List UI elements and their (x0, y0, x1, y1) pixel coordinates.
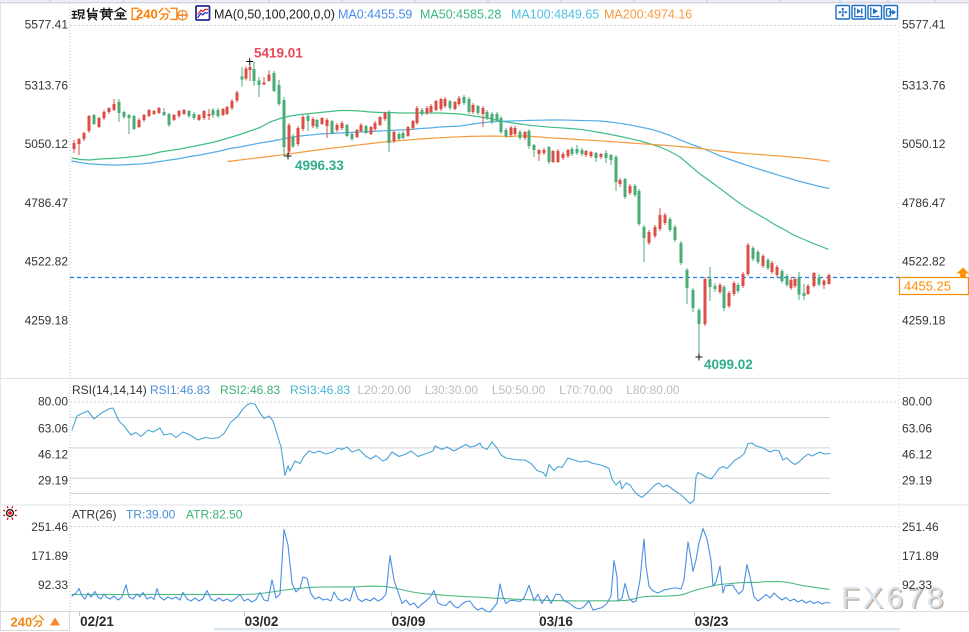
svg-text:4522.82: 4522.82 (902, 255, 946, 269)
svg-text:RSI(14,14,14): RSI(14,14,14) (72, 383, 147, 397)
svg-text:MA0:4455.59: MA0:4455.59 (338, 8, 412, 22)
svg-text:L20:20.00: L20:20.00 (358, 383, 412, 397)
svg-text:4786.47: 4786.47 (25, 196, 69, 210)
svg-text:5050.12: 5050.12 (25, 137, 69, 151)
svg-text:240: 240 (11, 615, 33, 630)
svg-text:5050.12: 5050.12 (902, 137, 946, 151)
svg-text:ATR:82.50: ATR:82.50 (186, 508, 243, 522)
svg-text:TR:39.00: TR:39.00 (126, 508, 176, 522)
svg-text:80.00: 80.00 (38, 394, 68, 408)
svg-text:FX678: FX678 (841, 582, 947, 615)
svg-text:03/23: 03/23 (695, 614, 729, 629)
svg-text:4455.25: 4455.25 (904, 279, 951, 294)
svg-text:ATR(26): ATR(26) (72, 508, 116, 522)
svg-text:RSI2:46.83: RSI2:46.83 (220, 383, 280, 397)
svg-text:29.19: 29.19 (38, 473, 68, 487)
svg-text:L70:70.00: L70:70.00 (559, 383, 613, 397)
svg-text:80.00: 80.00 (902, 394, 932, 408)
svg-text:FX678: FX678 (843, 583, 949, 616)
svg-text:02/21: 02/21 (80, 614, 114, 629)
svg-text:63.06: 63.06 (902, 422, 932, 436)
svg-text:5577.41: 5577.41 (902, 17, 946, 31)
svg-text:L50:50.00: L50:50.00 (492, 383, 546, 397)
svg-text:5419.01: 5419.01 (254, 46, 303, 61)
svg-text:4996.33: 4996.33 (295, 158, 344, 173)
svg-text:46.12: 46.12 (902, 448, 932, 462)
svg-text:MA(0,50,100,200,0,0): MA(0,50,100,200,0,0) (214, 8, 335, 22)
svg-text:92.33: 92.33 (38, 578, 68, 592)
svg-text:5577.41: 5577.41 (25, 17, 69, 31)
svg-text:240: 240 (136, 7, 158, 22)
svg-text:L30:30.00: L30:30.00 (425, 383, 479, 397)
svg-text:MA50:4585.28: MA50:4585.28 (420, 8, 501, 22)
svg-text:5313.76: 5313.76 (902, 78, 946, 92)
svg-text:46.12: 46.12 (38, 448, 68, 462)
svg-text:RSI3:46.83: RSI3:46.83 (290, 383, 350, 397)
svg-text:171.89: 171.89 (902, 549, 939, 563)
svg-text:4259.18: 4259.18 (902, 313, 946, 327)
svg-text:251.46: 251.46 (31, 520, 68, 534)
svg-text:29.19: 29.19 (902, 473, 932, 487)
svg-text:4786.47: 4786.47 (902, 196, 946, 210)
svg-text:03/09: 03/09 (392, 614, 426, 629)
svg-text:03/02: 03/02 (245, 614, 279, 629)
svg-text:4259.18: 4259.18 (25, 313, 69, 327)
svg-text:92.33: 92.33 (902, 578, 932, 592)
svg-text:MA200:4974.16: MA200:4974.16 (604, 8, 692, 22)
svg-text:171.89: 171.89 (31, 549, 68, 563)
svg-text:251.46: 251.46 (902, 520, 939, 534)
svg-text:MA100:4849.65: MA100:4849.65 (511, 8, 599, 22)
svg-text:4522.82: 4522.82 (25, 255, 69, 269)
svg-text:03/16: 03/16 (539, 614, 573, 629)
svg-text:5313.76: 5313.76 (25, 78, 69, 92)
svg-text:L80:80.00: L80:80.00 (626, 383, 680, 397)
svg-text:4099.02: 4099.02 (704, 357, 753, 372)
svg-text:63.06: 63.06 (38, 422, 68, 436)
svg-text:RSI1:46.83: RSI1:46.83 (150, 383, 210, 397)
